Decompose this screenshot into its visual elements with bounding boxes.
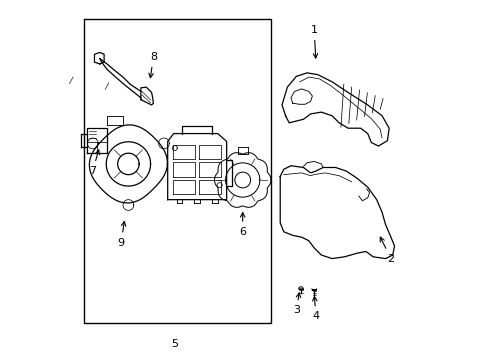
Text: 8: 8 [148, 52, 157, 78]
Text: 4: 4 [312, 297, 319, 321]
Text: 6: 6 [239, 213, 246, 237]
Text: 3: 3 [292, 293, 300, 315]
Text: 1: 1 [310, 25, 317, 58]
Text: 5: 5 [171, 339, 178, 349]
Bar [83, 19, 271, 323]
Text: 7: 7 [89, 150, 100, 176]
Text: 2: 2 [380, 237, 394, 264]
Text: 9: 9 [118, 221, 125, 248]
